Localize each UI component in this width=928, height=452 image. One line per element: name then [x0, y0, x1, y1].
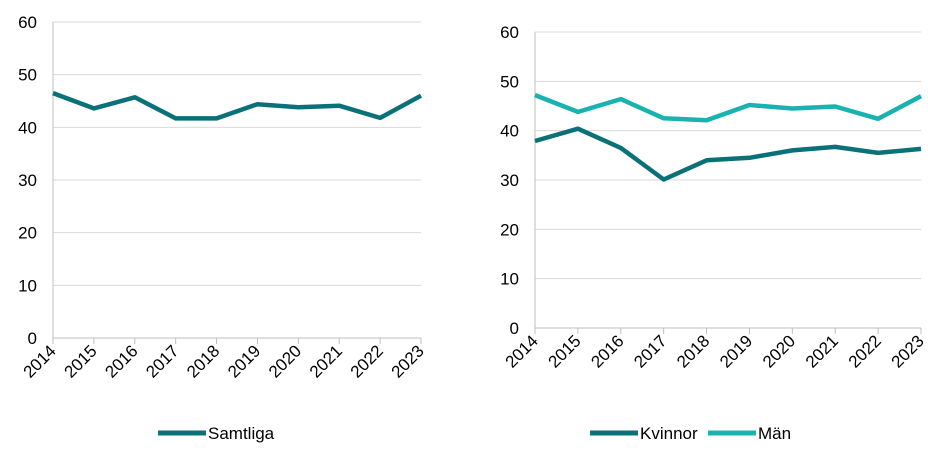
x-tick-label: 2021 [306, 341, 346, 381]
x-tick-label: 2019 [224, 341, 264, 381]
y-tick-label: 40 [18, 118, 37, 137]
y-tick-label: 10 [500, 270, 519, 289]
y-tick-label: 40 [500, 122, 519, 141]
legend-label: Kvinnor [640, 424, 698, 443]
x-tick-label: 2015 [61, 341, 101, 381]
series-line-samtliga [52, 90, 423, 121]
y-tick-label: 60 [500, 23, 519, 42]
series-line-män [534, 93, 923, 123]
y-tick-label: 0 [510, 319, 519, 338]
y-tick-label: 30 [18, 171, 37, 190]
x-tick-label: 2017 [142, 341, 182, 381]
y-tick-label: 50 [18, 66, 37, 85]
x-tick-label: 2018 [673, 331, 713, 371]
x-tick-label: 2021 [802, 331, 842, 371]
x-tick-label: 2023 [388, 341, 428, 381]
x-tick-label: 2017 [630, 331, 670, 371]
x-tick-label: 2019 [716, 331, 756, 371]
x-tick-label: 2014 [502, 331, 542, 371]
x-tick-label: 2022 [845, 331, 885, 371]
x-tick-label: 2016 [587, 331, 627, 371]
x-tick-label: 2014 [20, 341, 60, 381]
x-tick-label: 2023 [888, 331, 928, 371]
y-tick-label: 30 [500, 171, 519, 190]
y-tick-label: 20 [500, 220, 519, 239]
x-tick-label: 2016 [101, 341, 141, 381]
y-tick-label: 10 [18, 276, 37, 295]
legend-label: Samtliga [208, 424, 275, 443]
x-tick-label: 2022 [347, 341, 387, 381]
y-tick-label: 0 [28, 329, 37, 348]
x-tick-label: 2018 [183, 341, 223, 381]
x-tick-label: 2015 [545, 331, 585, 371]
legend-label: Män [758, 424, 791, 443]
x-tick-label: 2020 [759, 331, 799, 371]
series-line-kvinnor [534, 126, 922, 182]
y-tick-label: 20 [18, 224, 37, 243]
y-tick-label: 60 [18, 13, 37, 32]
y-tick-label: 50 [500, 72, 519, 91]
x-tick-label: 2020 [265, 341, 305, 381]
